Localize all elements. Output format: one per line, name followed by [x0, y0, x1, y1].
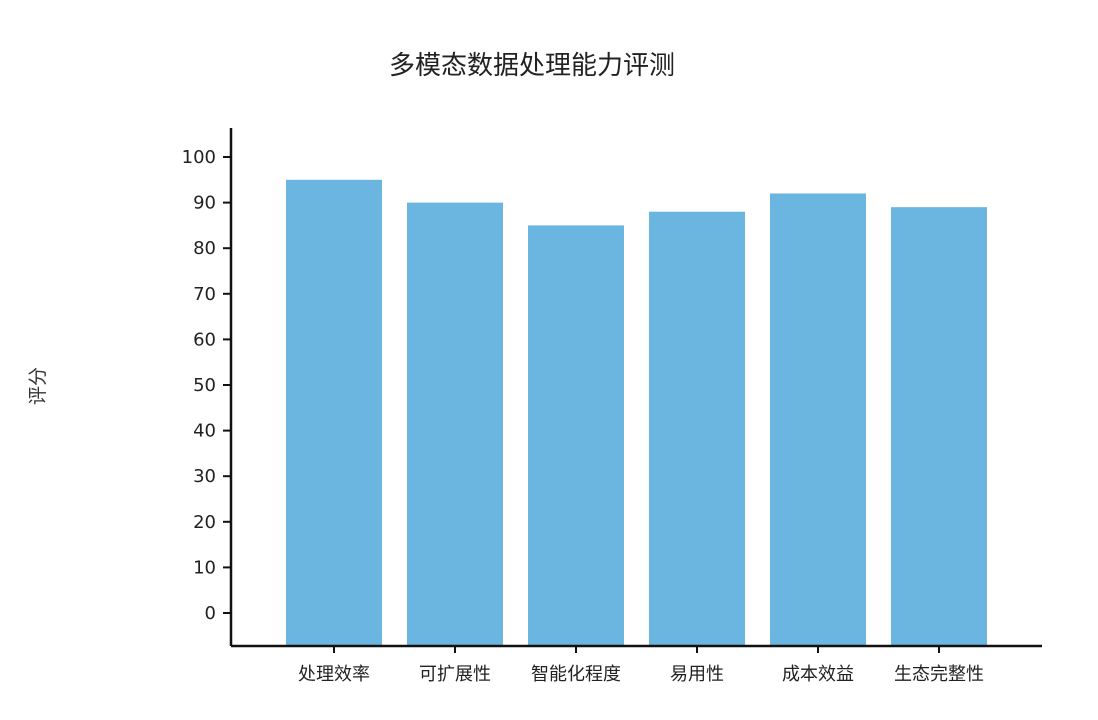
bar-3	[528, 225, 624, 646]
y-tick-label: 60	[193, 329, 216, 350]
bar-4	[649, 211, 745, 646]
y-tick-label: 40	[193, 421, 216, 442]
y-tick-label: 80	[193, 238, 216, 259]
x-tick-label: 易用性	[670, 664, 724, 685]
bar-6	[891, 207, 987, 646]
bar-1	[286, 179, 382, 647]
y-tick-label: 70	[193, 284, 216, 305]
y-tick-label: 20	[193, 512, 216, 533]
x-tick-label: 生态完整性	[894, 664, 984, 685]
bars	[286, 179, 987, 647]
x-tick-label: 可扩展性	[419, 664, 491, 685]
y-tick-label: 100	[182, 147, 216, 168]
y-tick-label: 10	[193, 557, 216, 578]
y-tick-label: 30	[193, 466, 216, 487]
x-tick-label: 处理效率	[298, 664, 370, 685]
bar-5	[770, 193, 866, 647]
x-tick-label: 成本效益	[782, 664, 854, 685]
bar-2	[407, 202, 503, 646]
y-tick-label: 90	[193, 193, 216, 214]
y-axis-ticks: 0 10 20 30 40 50 60 70 80 90 100	[182, 147, 231, 624]
y-axis-label: 评分	[27, 367, 49, 405]
x-axis-ticks: 处理效率 可扩展性 智能化程度 易用性 成本效益 生态完整性	[298, 646, 984, 685]
x-tick-label: 智能化程度	[531, 664, 621, 685]
y-tick-label: 0	[205, 603, 216, 624]
y-tick-label: 50	[193, 375, 216, 396]
chart-title: 多模态数据处理能力评测	[389, 51, 675, 81]
